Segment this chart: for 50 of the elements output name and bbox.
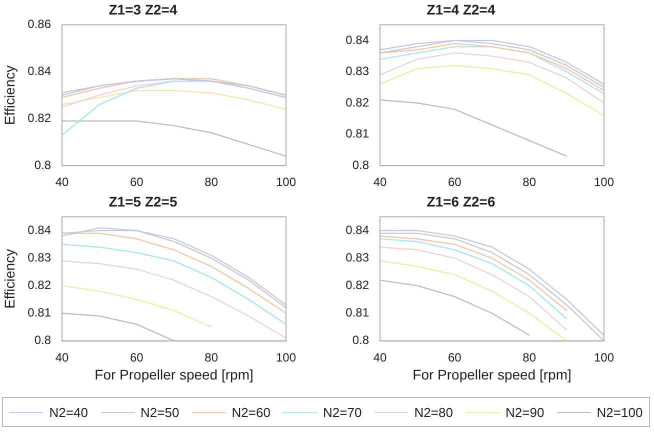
x-tick-label: 80	[204, 175, 218, 190]
y-tick-label: 0.82	[28, 278, 52, 292]
chart-title: Z1=4 Z2=4	[426, 1, 496, 18]
y-tick-label: 0.84	[28, 64, 52, 78]
x-tick-label: 100	[276, 175, 296, 190]
legend-label: N2=80	[414, 404, 453, 420]
y-tick-label: 0.8	[352, 158, 370, 172]
chart-title: Z1=5 Z2=5	[108, 193, 178, 210]
y-tick-label: 0.8	[352, 333, 370, 348]
y-tick-label: 0.82	[346, 95, 370, 110]
x-tick-label: 100	[594, 350, 614, 364]
y-axis-title: Efficiency	[1, 65, 18, 126]
x-tick-label: 80	[522, 175, 536, 190]
legend-label: N2=50	[140, 404, 180, 420]
y-tick-label: 0.83	[28, 250, 52, 264]
y-tick-label: 0.8	[34, 158, 52, 172]
x-tick-label: 60	[130, 175, 144, 190]
y-tick-label: 0.81	[346, 306, 370, 320]
y-tick-label: 0.82	[346, 278, 370, 292]
y-tick-label: 0.86	[28, 17, 52, 32]
x-axis-title: For Propeller speed [rpm]	[94, 366, 254, 382]
y-tick-label: 0.82	[28, 110, 52, 125]
y-tick-label: 0.84	[346, 222, 370, 237]
chart-title: Z1=3 Z2=4	[108, 1, 178, 18]
x-tick-label: 100	[594, 175, 614, 190]
legend-label: N2=100	[596, 404, 643, 420]
y-tick-label: 0.83	[346, 64, 370, 78]
x-tick-label: 80	[522, 350, 536, 364]
x-tick-label: 40	[373, 350, 387, 364]
y-tick-label: 0.84	[28, 222, 52, 237]
legend-label: N2=90	[506, 404, 544, 420]
y-tick-label: 0.8	[34, 333, 52, 348]
x-tick-label: 60	[448, 175, 462, 190]
x-tick-label: 40	[373, 175, 387, 190]
y-tick-label: 0.81	[346, 126, 370, 141]
legend-label: N2=60	[232, 404, 270, 420]
x-axis-title: For Propeller speed [rpm]	[412, 366, 572, 382]
legend-label: N2=70	[323, 404, 362, 420]
x-tick-label: 40	[55, 350, 69, 364]
x-tick-label: 100	[276, 350, 296, 364]
y-axis-title: Efficiency	[1, 248, 18, 309]
y-tick-label: 0.83	[346, 250, 370, 264]
x-tick-label: 60	[130, 350, 144, 364]
x-tick-label: 80	[204, 350, 218, 364]
chart-title: Z1=6 Z2=6	[426, 193, 496, 210]
y-tick-label: 0.84	[346, 32, 370, 47]
x-tick-label: 60	[448, 350, 462, 364]
y-tick-label: 0.81	[28, 306, 52, 320]
x-tick-label: 40	[55, 175, 69, 190]
legend-label: N2=40	[49, 404, 88, 420]
